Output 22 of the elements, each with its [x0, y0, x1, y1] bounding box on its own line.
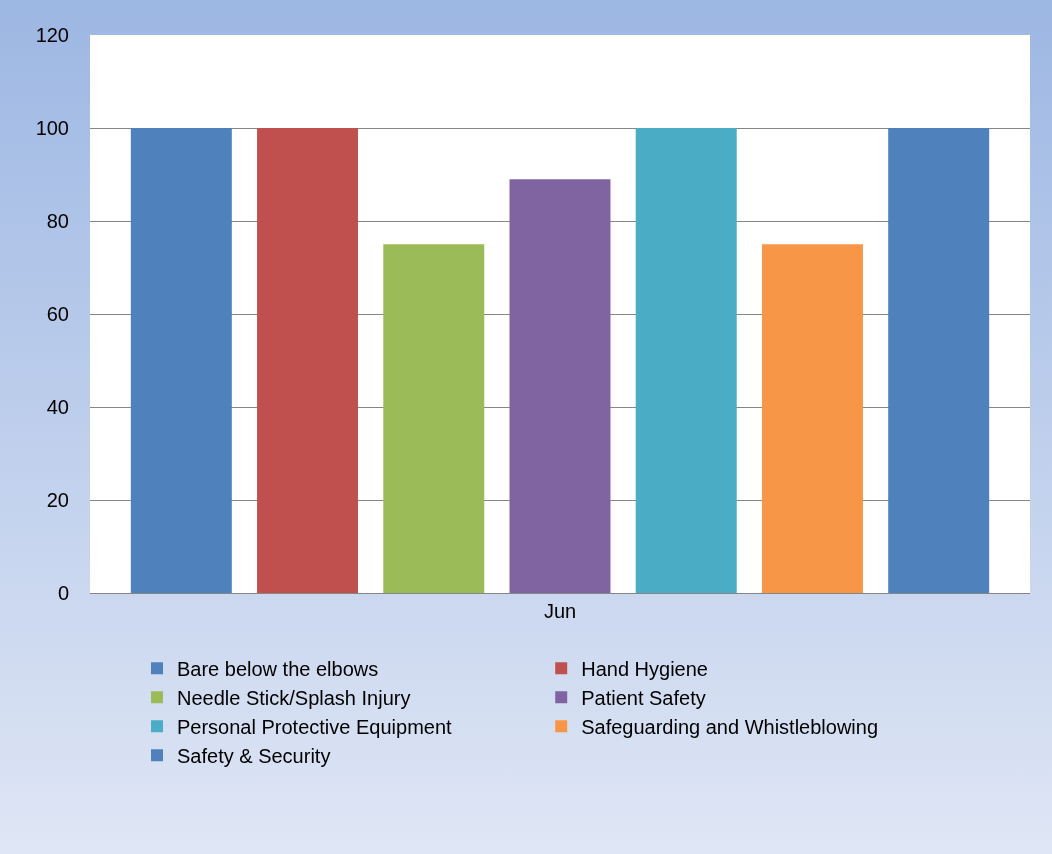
legend-label: Safeguarding and Whistleblowing — [581, 716, 879, 739]
y-tick-label: 40 — [46, 396, 69, 418]
legend-label: Needle Stick/Splash Injury — [177, 687, 411, 710]
legend-label: Safety & Security — [177, 745, 331, 768]
bar — [130, 128, 232, 593]
y-tick-label: 0 — [57, 582, 69, 604]
legend-label: Hand Hygiene — [581, 658, 708, 681]
bar — [761, 244, 863, 593]
y-tick-label: 60 — [46, 303, 69, 325]
bar — [635, 128, 737, 593]
bar — [383, 244, 485, 593]
bar — [888, 128, 990, 593]
y-tick-label: 100 — [35, 117, 69, 139]
legend-label: Patient Safety — [581, 687, 706, 710]
legend-label: Bare below the elbows — [177, 658, 379, 681]
y-tick-label: 120 — [35, 24, 69, 46]
legend-label: Personal Protective Equipment — [177, 716, 453, 739]
x-tick-label: Jun — [543, 600, 577, 622]
y-tick-label: 80 — [46, 210, 69, 232]
bar — [509, 179, 611, 593]
bar — [257, 128, 359, 593]
y-tick-label: 20 — [46, 489, 69, 511]
